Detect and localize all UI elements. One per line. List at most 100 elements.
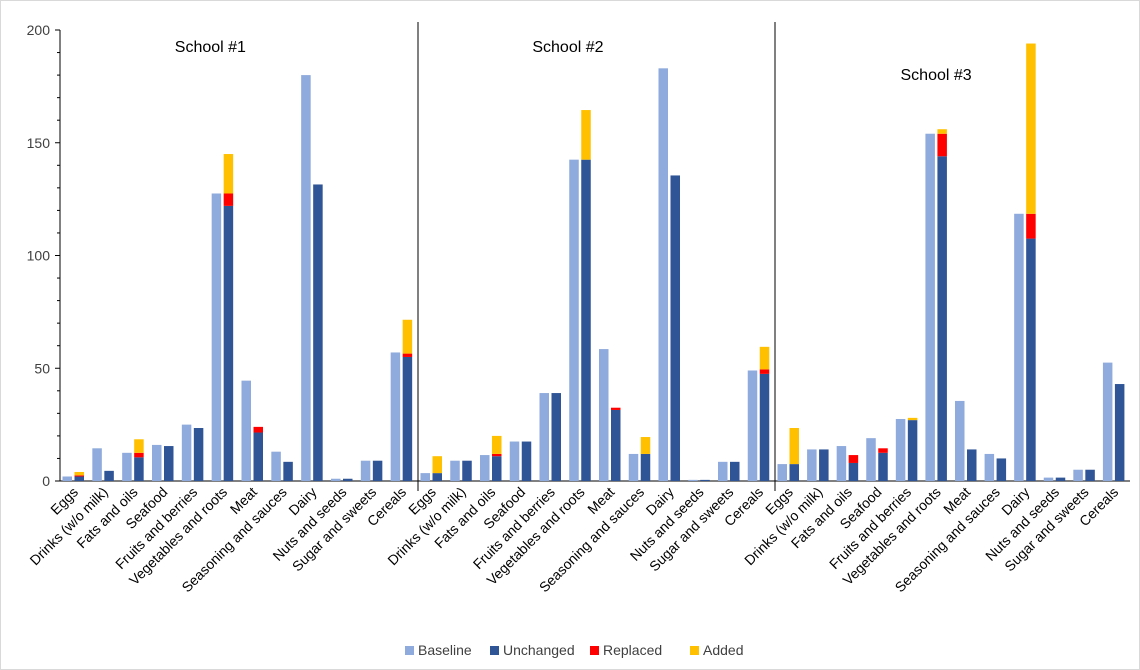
added-bar <box>492 435 502 454</box>
added-bar <box>640 437 651 454</box>
replaced-bar <box>611 407 621 410</box>
unchanged-bar <box>492 456 502 481</box>
baseline-bar <box>777 464 787 481</box>
baseline-bar <box>925 133 935 482</box>
unchanged-bar <box>223 205 234 481</box>
replaced-bar <box>402 353 413 357</box>
legend-swatch <box>590 646 599 655</box>
legend-label: Replaced <box>603 642 662 658</box>
panel-title: School #2 <box>532 39 603 56</box>
y-tick-label: 200 <box>27 22 51 38</box>
baseline-bar <box>984 453 995 481</box>
replaced-bar <box>1026 213 1036 239</box>
added-bar <box>432 456 442 474</box>
unchanged-bar <box>1085 469 1095 481</box>
unchanged-bar <box>1114 384 1125 481</box>
baseline-bar <box>241 380 251 481</box>
unchanged-bar <box>551 393 561 481</box>
baseline-bar <box>1014 213 1024 481</box>
unchanged-bar <box>462 460 472 481</box>
baseline-bar <box>152 444 162 481</box>
unchanged-bar <box>759 373 770 481</box>
unchanged-bar <box>164 446 174 481</box>
unchanged-bar <box>1026 238 1036 481</box>
legend-label: Baseline <box>418 642 472 658</box>
unchanged-bar <box>104 470 114 481</box>
replaced-bar <box>878 448 888 453</box>
added-bar <box>907 417 918 421</box>
unchanged-bar <box>372 460 383 481</box>
unchanged-bar <box>1055 477 1066 481</box>
baseline-bar <box>62 476 72 481</box>
replaced-bar <box>223 193 234 206</box>
baseline-bar <box>360 460 371 481</box>
unchanged-bar <box>819 449 829 481</box>
unchanged-bar <box>848 462 859 481</box>
baseline-bar <box>955 400 965 481</box>
y-tick-label: 150 <box>27 135 51 151</box>
legend-swatch <box>690 646 699 655</box>
baseline-bar <box>895 418 906 481</box>
unchanged-bar <box>937 156 947 481</box>
legend-label: Unchanged <box>503 642 575 658</box>
y-tick-label: 0 <box>42 473 50 489</box>
added-bar <box>223 154 234 194</box>
y-tick-label: 100 <box>27 248 51 264</box>
baseline-bar <box>420 473 430 481</box>
unchanged-bar <box>640 453 651 481</box>
panel-title: School #3 <box>901 67 972 84</box>
baseline-bar <box>1073 469 1083 481</box>
baseline-bar <box>450 460 460 481</box>
unchanged-bar <box>878 452 888 481</box>
baseline-bar <box>92 448 102 481</box>
replaced-bar <box>134 452 144 458</box>
unchanged-bar <box>730 461 740 481</box>
baseline-bar <box>658 68 668 482</box>
unchanged-bar <box>521 441 532 481</box>
unchanged-bar <box>581 159 591 481</box>
baseline-bar <box>480 455 490 481</box>
replaced-bar <box>759 369 770 374</box>
unchanged-bar <box>611 409 621 481</box>
replaced-bar <box>848 455 859 463</box>
baseline-bar <box>628 453 639 481</box>
added-bar <box>937 129 947 134</box>
unchanged-bar <box>253 432 263 481</box>
baseline-bar <box>271 451 281 481</box>
baseline-bar <box>509 441 520 481</box>
unchanged-bar <box>670 175 680 481</box>
unchanged-bar <box>74 476 84 481</box>
baseline-bar <box>390 352 401 481</box>
unchanged-bar <box>193 428 204 481</box>
unchanged-bar <box>313 184 323 481</box>
legend-swatch <box>490 646 499 655</box>
panel-title: School #1 <box>175 39 246 56</box>
baseline-bar <box>569 159 579 481</box>
baseline-bar <box>331 478 341 481</box>
unchanged-bar <box>343 478 353 481</box>
baseline-bar <box>1043 477 1054 481</box>
baseline-bar <box>866 438 876 481</box>
baseline-bar <box>807 449 817 481</box>
replaced-bar <box>253 426 263 433</box>
added-bar <box>402 319 413 354</box>
y-tick-label: 50 <box>34 360 50 376</box>
unchanged-bar <box>907 420 918 481</box>
legend-label: Added <box>703 642 743 658</box>
baseline-bar <box>301 75 311 481</box>
unchanged-bar <box>283 461 293 481</box>
baseline-bar <box>181 424 192 481</box>
baseline-bar <box>599 349 609 481</box>
baseline-bar <box>747 370 758 481</box>
added-bar <box>789 428 799 465</box>
baseline-bar <box>836 446 847 481</box>
added-bar <box>759 346 770 370</box>
added-bar <box>134 439 144 453</box>
unchanged-bar <box>967 449 977 481</box>
unchanged-bar <box>432 473 442 481</box>
baseline-bar <box>718 461 728 481</box>
replaced-bar <box>74 475 84 477</box>
baseline-bar <box>539 393 549 481</box>
legend-swatch <box>405 646 414 655</box>
